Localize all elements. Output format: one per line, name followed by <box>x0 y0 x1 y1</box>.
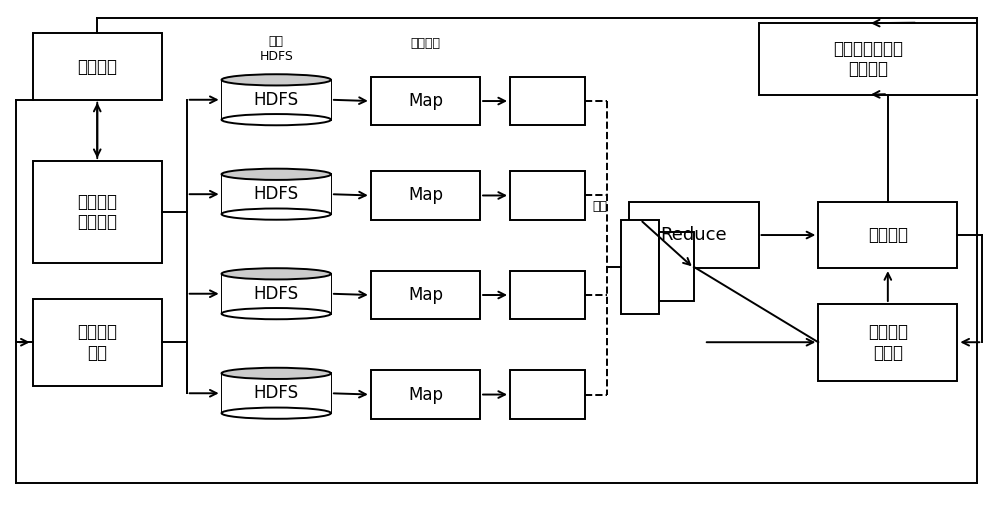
Text: 地磁特征
向量分解: 地磁特征 向量分解 <box>77 192 117 232</box>
Bar <box>818 202 957 268</box>
Text: Map: Map <box>408 186 443 204</box>
Text: 实时窗口: 实时窗口 <box>77 58 117 75</box>
Text: 输入
HDFS: 输入 HDFS <box>259 35 293 63</box>
Bar <box>510 370 585 419</box>
Bar <box>222 274 331 314</box>
Text: HDFS: HDFS <box>254 185 299 203</box>
Text: 定位信息发送给
智能手机: 定位信息发送给 智能手机 <box>833 40 903 78</box>
Text: 合并: 合并 <box>592 200 607 214</box>
Bar <box>371 370 480 419</box>
Bar <box>371 171 480 220</box>
Bar <box>33 161 162 263</box>
Text: Map: Map <box>408 286 443 304</box>
Bar <box>371 77 480 125</box>
Text: 室内位置
最近邻: 室内位置 最近邻 <box>868 323 908 362</box>
Text: Reduce: Reduce <box>661 226 727 244</box>
Text: HDFS: HDFS <box>254 91 299 109</box>
Ellipse shape <box>222 114 331 125</box>
Bar <box>371 271 480 319</box>
Bar <box>510 271 585 319</box>
Text: HDFS: HDFS <box>254 285 299 303</box>
Bar <box>759 23 977 94</box>
Text: Map: Map <box>408 385 443 404</box>
Ellipse shape <box>222 268 331 280</box>
Bar <box>222 80 331 120</box>
Text: Map: Map <box>408 92 443 110</box>
Bar <box>629 202 759 268</box>
Bar <box>818 304 957 380</box>
Bar <box>510 171 585 220</box>
Text: 精简排序: 精简排序 <box>410 37 440 50</box>
Bar <box>621 220 659 314</box>
Ellipse shape <box>222 368 331 379</box>
Bar <box>222 374 331 413</box>
Bar <box>33 34 162 100</box>
Ellipse shape <box>222 408 331 419</box>
Bar <box>659 233 694 301</box>
Bar <box>33 299 162 385</box>
Bar <box>510 77 585 125</box>
Text: HDFS: HDFS <box>254 384 299 402</box>
Text: 位置判定: 位置判定 <box>868 226 908 244</box>
Bar <box>222 174 331 214</box>
Text: 室内位置
信息: 室内位置 信息 <box>77 323 117 362</box>
Ellipse shape <box>222 208 331 220</box>
Ellipse shape <box>222 308 331 319</box>
Ellipse shape <box>222 74 331 86</box>
Ellipse shape <box>222 169 331 180</box>
